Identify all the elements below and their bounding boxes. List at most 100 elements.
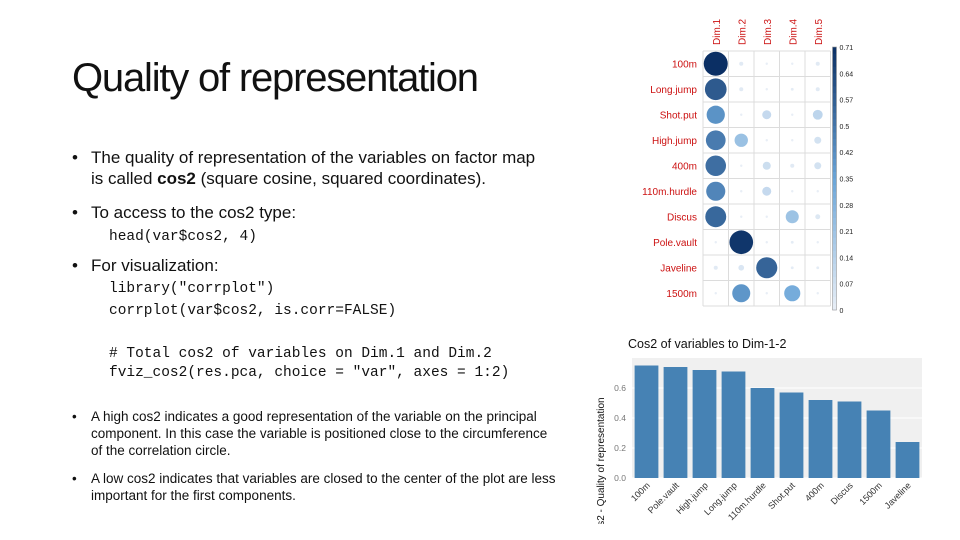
row-label: Long.jump [650, 85, 697, 96]
row-label: 100m [672, 59, 697, 70]
colorbar-segment [832, 125, 837, 133]
cos2-circle [765, 62, 768, 65]
chart-title: Cos2 of variables to Dim-1-2 [628, 337, 786, 351]
colorbar-segment [832, 237, 837, 245]
cos2-circle [815, 214, 821, 220]
cos2-circle [790, 163, 795, 168]
cos2-circle [791, 113, 794, 116]
cos2-circle [815, 87, 820, 92]
colorbar-segment [832, 73, 837, 81]
cos2-circle [705, 206, 727, 228]
bullet-high-cos2: • A high cos2 indicates a good represent… [72, 408, 558, 459]
cos2-circle [739, 87, 744, 92]
colorbar-segment [832, 217, 837, 226]
colorbar-frame [832, 46, 837, 311]
cos2-circle [740, 190, 743, 193]
cos2-circle [762, 186, 772, 196]
x-tick-label: 400m [803, 480, 826, 503]
column-label: Dim.1 [712, 18, 723, 45]
colorbar-segment [832, 60, 837, 68]
cos2-circle [812, 109, 823, 120]
colorbar-tick-label: 0.35 [840, 177, 854, 184]
cos2-circle [816, 292, 819, 295]
bar [663, 367, 688, 478]
colorbar-segment [832, 191, 837, 199]
colorbar-segment [832, 145, 837, 153]
cos2-circle [734, 133, 748, 147]
cos2-circle [706, 105, 725, 124]
row-label: High.jump [652, 136, 697, 147]
cos2-circle [784, 285, 801, 302]
cos2-circle [740, 164, 743, 167]
bar [866, 410, 891, 478]
cos2-circle [714, 292, 717, 295]
bullet-dot: • [72, 409, 77, 424]
cos2-corrplot: Dim.1 Dim.2 Dim.3 Dim.4 Dim.5 100m Long.jump Sh… [642, 18, 854, 315]
column-label: Dim.4 [788, 18, 799, 45]
cos2-circle [816, 241, 819, 244]
cos2-circle [732, 284, 751, 303]
colorbar-segment [832, 270, 837, 278]
colorbar-segment [832, 106, 837, 114]
colorbar-segment [832, 244, 837, 252]
colorbar-segment [832, 139, 837, 147]
code-library: library("corrplot") [109, 281, 275, 297]
colorbar-tick-label: 0.28 [840, 203, 854, 210]
bar [779, 392, 804, 478]
colorbar-tick-label: 0.71 [840, 45, 854, 52]
colorbar-segment [832, 211, 837, 219]
bullet-text: The quality of representation of the var… [72, 147, 552, 189]
column-label: Dim.3 [763, 18, 774, 45]
row-label: Shot.put [660, 110, 697, 121]
bar [634, 365, 659, 478]
row-label: Javeline [660, 263, 697, 274]
colorbar-segment [832, 290, 837, 298]
cos2-circle [740, 215, 743, 218]
colorbar-segment [832, 204, 837, 212]
code-corrplot: corrplot(var$cos2, is.corr=FALSE) [109, 303, 397, 319]
y-tick-label: 0.0 [614, 473, 626, 483]
column-label: Dim.2 [737, 18, 748, 45]
cos2-circle [790, 87, 794, 91]
colorbar-segment [832, 119, 837, 127]
cos2-circle [815, 61, 820, 66]
colorbar-segment [832, 185, 837, 193]
colorbar-segment [832, 277, 837, 285]
bullet-dot: • [72, 203, 78, 222]
colorbar-segment [832, 263, 837, 272]
colorbar-tick-label: 0.57 [840, 98, 854, 105]
y-tick-label: 0.6 [614, 383, 626, 393]
colorbar-tick-label: 0 [840, 308, 844, 315]
x-tick-label: Discus [829, 480, 856, 507]
row-label: 400m [672, 161, 697, 172]
cos2-circle [765, 292, 768, 295]
row-label: 1500m [666, 289, 697, 300]
colorbar-tick-label: 0.64 [840, 71, 854, 78]
cos2-circle [739, 61, 744, 66]
code-fviz: fviz_cos2(res.pca, choice = "var", axes … [109, 365, 510, 381]
x-tick-label: Javeline [882, 480, 912, 510]
code-head: head(var$cos2, 4) [109, 229, 257, 245]
cos2-barchart: Cos2 of variables to Dim-1-2 0.0 0.2 0.4 0.6… [596, 337, 922, 524]
colorbar-segment [832, 93, 837, 101]
cos2-circle [791, 190, 794, 193]
colorbar-segment [832, 198, 837, 206]
cos2-circle [762, 161, 771, 170]
cos2-circle [740, 113, 743, 116]
cos2-circle [791, 139, 794, 142]
y-tick-label: 0.2 [614, 443, 626, 453]
y-axis-label: Cos2 - Quality of representation [596, 397, 607, 524]
colorbar-segment [832, 165, 837, 173]
cos2-circle [791, 62, 794, 65]
colorbar-segment [832, 171, 837, 179]
cos2-circle [814, 162, 822, 170]
bullet-text: A low cos2 indicates that variables are … [91, 471, 556, 503]
bullet-dot: • [72, 256, 78, 275]
cos2-circle [765, 88, 768, 91]
row-label: 110m.hurdle [642, 187, 697, 198]
colorbar-segment [832, 99, 837, 107]
slide-title: Quality of representation [72, 56, 479, 100]
colorbar-segment [832, 66, 837, 74]
colorbar-segment [832, 257, 837, 265]
bullet-text-part: The quality of representation of the var… [91, 148, 536, 188]
